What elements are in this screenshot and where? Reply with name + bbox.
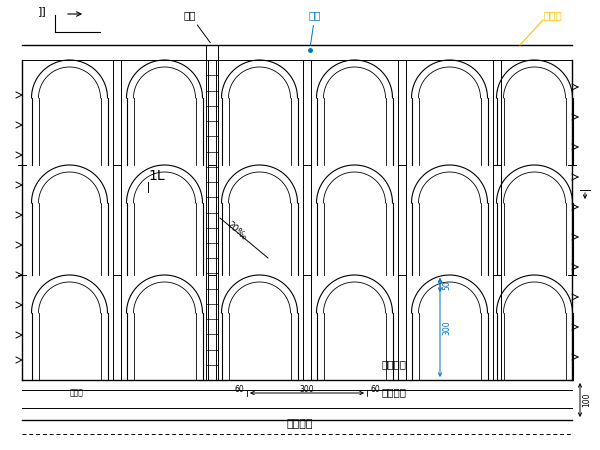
Text: 踏步: 踏步 [184,10,211,43]
Text: 300: 300 [442,320,451,335]
Text: ]]: ]] [38,6,47,16]
Text: 1L: 1L [148,169,164,183]
Text: 脚墙顶线: 脚墙顶线 [382,387,407,397]
Text: 主骨枰: 主骨枰 [543,10,562,20]
Text: 20‰: 20‰ [225,220,248,242]
Text: 脚墙底线: 脚墙底线 [287,419,313,429]
Text: 60: 60 [370,385,380,394]
Text: 50: 50 [442,280,451,290]
Text: 镖边顶线: 镖边顶线 [382,359,407,369]
Text: 100: 100 [582,393,591,407]
Text: 出路口: 出路口 [70,388,84,397]
Text: 60: 60 [234,385,244,394]
Text: 300: 300 [299,385,314,394]
Text: 镖边: 镖边 [309,10,321,45]
